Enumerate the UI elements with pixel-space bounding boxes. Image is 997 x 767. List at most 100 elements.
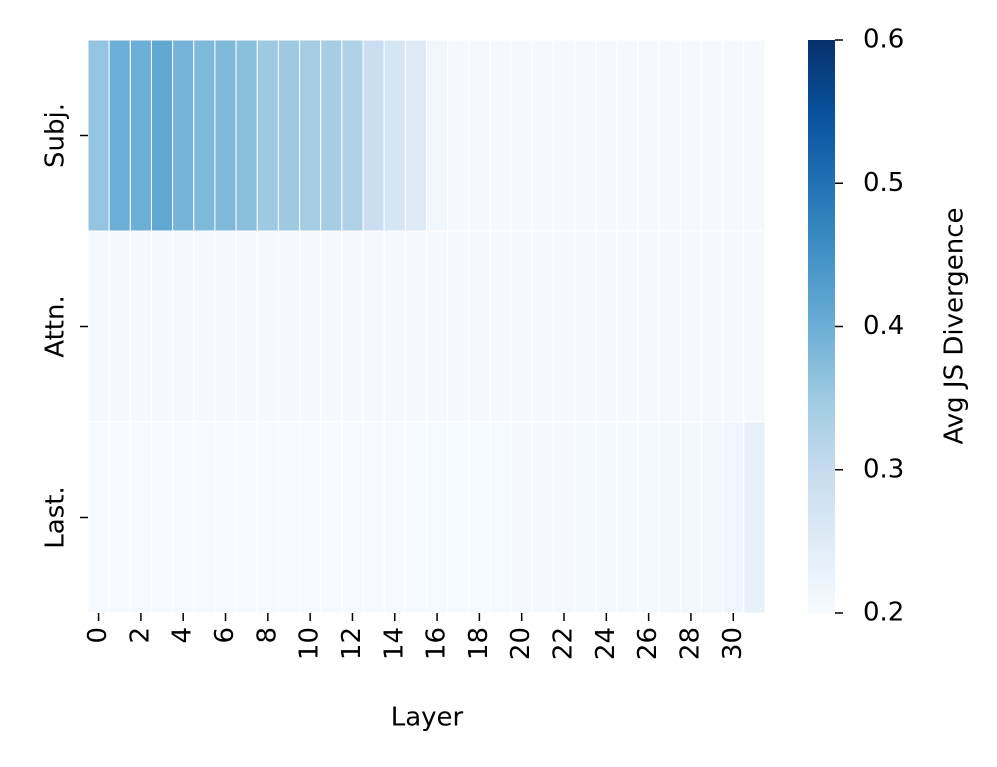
colorbar-tick-label: 0.5: [863, 168, 904, 198]
heatmap-cell: [595, 39, 618, 232]
heatmap-cell: [299, 421, 322, 614]
heatmap-cell: [658, 421, 681, 614]
x-tick-label: 24: [591, 627, 621, 660]
heatmap-cell: [277, 39, 301, 232]
heatmap-cell: [193, 230, 216, 423]
heatmap-cell: [574, 39, 597, 232]
x-tick-label: 30: [718, 627, 748, 660]
heatmap-cell: [552, 421, 576, 614]
heatmap-cell: [214, 39, 237, 232]
heatmap-cell: [235, 230, 258, 423]
heatmap-cell: [447, 39, 470, 232]
heatmap-cell: [468, 421, 491, 614]
heatmap-cell: [383, 421, 406, 614]
x-tick-label: 8: [252, 627, 282, 644]
heatmap-cell: [108, 39, 131, 232]
heatmap-cell: [510, 421, 533, 614]
heatmap-cell: [637, 421, 660, 614]
heatmap-cell: [341, 421, 364, 614]
heatmap-cell: [214, 421, 237, 614]
heatmap-cell: [235, 39, 258, 232]
x-tick-label: 2: [125, 627, 155, 644]
y-tick-label: Subj.: [41, 103, 71, 168]
heatmap-cell: [574, 230, 597, 423]
y-tick-label: Last.: [41, 486, 71, 548]
heatmap-cell: [743, 230, 766, 423]
heatmap-cell: [362, 421, 385, 614]
heatmap-cell: [426, 421, 449, 614]
heatmap-cell: [426, 230, 449, 423]
heatmap-cell: [150, 230, 174, 423]
heatmap-cell: [277, 230, 301, 423]
heatmap-cell: [701, 230, 724, 423]
heatmap-cell: [679, 230, 703, 423]
heatmap-cell: [383, 39, 406, 232]
heatmap-cell: [447, 230, 470, 423]
heatmap-cell: [616, 230, 639, 423]
heatmap-cell: [235, 421, 258, 614]
x-tick-label: 12: [337, 627, 367, 660]
heatmap-cell: [277, 421, 301, 614]
heatmap-cell: [637, 39, 660, 232]
x-tick-label: 4: [168, 627, 198, 644]
heatmap-cell: [679, 421, 703, 614]
heatmap-cell: [214, 230, 237, 423]
heatmap-cell: [531, 421, 554, 614]
heatmap-cell: [722, 39, 745, 232]
heatmap-cell: [489, 39, 512, 232]
heatmap-cell: [320, 421, 343, 614]
heatmap-cell: [595, 230, 618, 423]
heatmap-cell: [299, 230, 322, 423]
colorbar-tick-label: 0.4: [863, 311, 904, 341]
heatmap-cell: [341, 230, 364, 423]
x-tick-label: 28: [675, 627, 705, 660]
heatmap-cell: [87, 230, 110, 423]
heatmap-cell: [595, 421, 618, 614]
heatmap-cell: [362, 39, 385, 232]
heatmap-cell: [87, 39, 110, 232]
heatmap-cell: [531, 39, 554, 232]
heatmap-cell: [616, 39, 639, 232]
heatmap-cell: [129, 39, 152, 232]
colorbar-tick-label: 0.6: [863, 25, 904, 55]
x-tick-label: 6: [210, 627, 240, 644]
heatmap-cell: [616, 421, 639, 614]
heatmap-cell: [172, 230, 195, 423]
heatmap-cell: [256, 230, 279, 423]
heatmap-cell: [404, 421, 427, 614]
heatmap-cell: [256, 39, 279, 232]
heatmap-cell: [320, 39, 343, 232]
x-tick-label: 22: [549, 627, 579, 660]
heatmap-cell: [129, 421, 152, 614]
heatmap-cell: [743, 39, 766, 232]
heatmap-cell: [679, 39, 703, 232]
heatmap-cell: [150, 421, 174, 614]
heatmap-cell: [87, 421, 110, 614]
heatmap-cell: [404, 230, 427, 423]
heatmap-cell: [743, 421, 766, 614]
heatmap-cell: [489, 230, 512, 423]
heatmap-cell: [108, 421, 131, 614]
heatmap-cell: [193, 421, 216, 614]
heatmap-cell: [637, 230, 660, 423]
heatmap-cell: [447, 421, 470, 614]
heatmap-cell: [658, 230, 681, 423]
heatmap-cell: [341, 39, 364, 232]
heatmap-cell: [489, 421, 512, 614]
heatmap-cell: [256, 421, 279, 614]
heatmap-cell: [574, 421, 597, 614]
heatmap-cell: [383, 230, 406, 423]
heatmap-cell: [658, 39, 681, 232]
heatmap-cell: [701, 39, 724, 232]
heatmap-cell: [150, 39, 174, 232]
heatmap-cell: [299, 39, 322, 232]
heatmap-cell: [552, 39, 576, 232]
heatmap-cell: [404, 39, 427, 232]
x-tick-label: 16: [422, 627, 452, 660]
heatmap-cell: [722, 421, 745, 614]
heatmap-cell: [108, 230, 131, 423]
x-tick-label: 0: [83, 627, 113, 644]
x-tick-label: 20: [506, 627, 536, 660]
heatmap-cell: [193, 39, 216, 232]
